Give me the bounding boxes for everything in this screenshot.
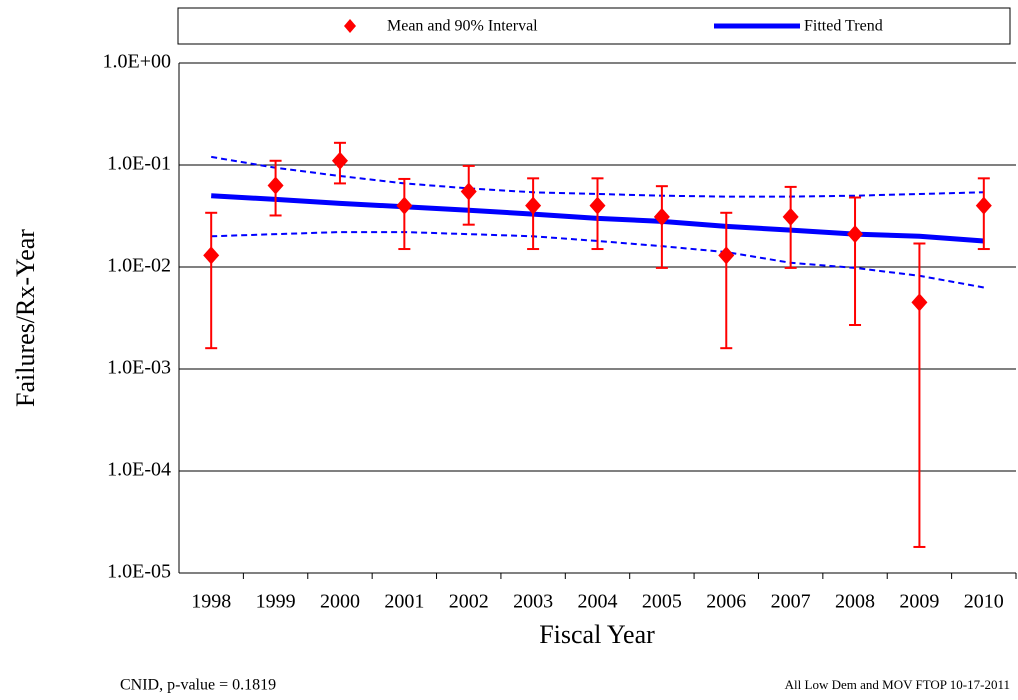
mean-marker: [203, 246, 220, 265]
x-tick-label: 2009: [899, 591, 939, 613]
x-tick-label: 2001: [384, 591, 424, 613]
y-tick-label: 1.0E-04: [107, 459, 171, 481]
y-tick-label: 1.0E+00: [103, 51, 172, 73]
mean-marker: [460, 182, 477, 201]
x-tick-label: 2004: [578, 591, 618, 613]
y-axis-title: Failures/Rx-Year: [11, 229, 40, 407]
mean-marker: [267, 176, 284, 195]
mean-marker: [589, 196, 606, 215]
y-tick-label: 1.0E-03: [107, 357, 171, 379]
mean-marker: [847, 225, 864, 244]
x-tick-label: 2000: [320, 591, 360, 613]
x-axis-title: Fiscal Year: [539, 620, 655, 649]
y-tick-label: 1.0E-01: [107, 153, 171, 175]
mean-marker: [525, 196, 542, 215]
mean-marker: [653, 207, 670, 226]
legend-label: Mean and 90% Interval: [387, 18, 538, 35]
x-tick-label: 2006: [706, 591, 746, 613]
x-tick-label: 1999: [256, 591, 296, 613]
x-tick-label: 2007: [771, 591, 811, 613]
mean-marker: [718, 246, 735, 265]
x-tick-label: 2010: [964, 591, 1004, 613]
legend-marker: [344, 19, 356, 33]
mean-marker: [975, 196, 992, 215]
mean-marker: [331, 151, 348, 170]
y-tick-label: 1.0E-05: [107, 561, 171, 583]
mean-marker: [782, 207, 799, 226]
mean-marker: [396, 196, 413, 215]
y-tick-label: 1.0E-02: [107, 255, 171, 277]
x-tick-label: 1998: [191, 591, 231, 613]
annotation: CNID, p-value = 0.1819: [120, 677, 276, 694]
mean-marker: [911, 293, 928, 312]
legend-label: Fitted Trend: [804, 18, 883, 35]
x-tick-label: 2002: [449, 591, 489, 613]
legend-box: [177, 7, 1011, 45]
x-tick-label: 2005: [642, 591, 682, 613]
x-tick-label: 2008: [835, 591, 875, 613]
x-tick-label: 2003: [513, 591, 553, 613]
annotation: All Low Dem and MOV FTOP 10-17-2011: [785, 677, 1010, 692]
